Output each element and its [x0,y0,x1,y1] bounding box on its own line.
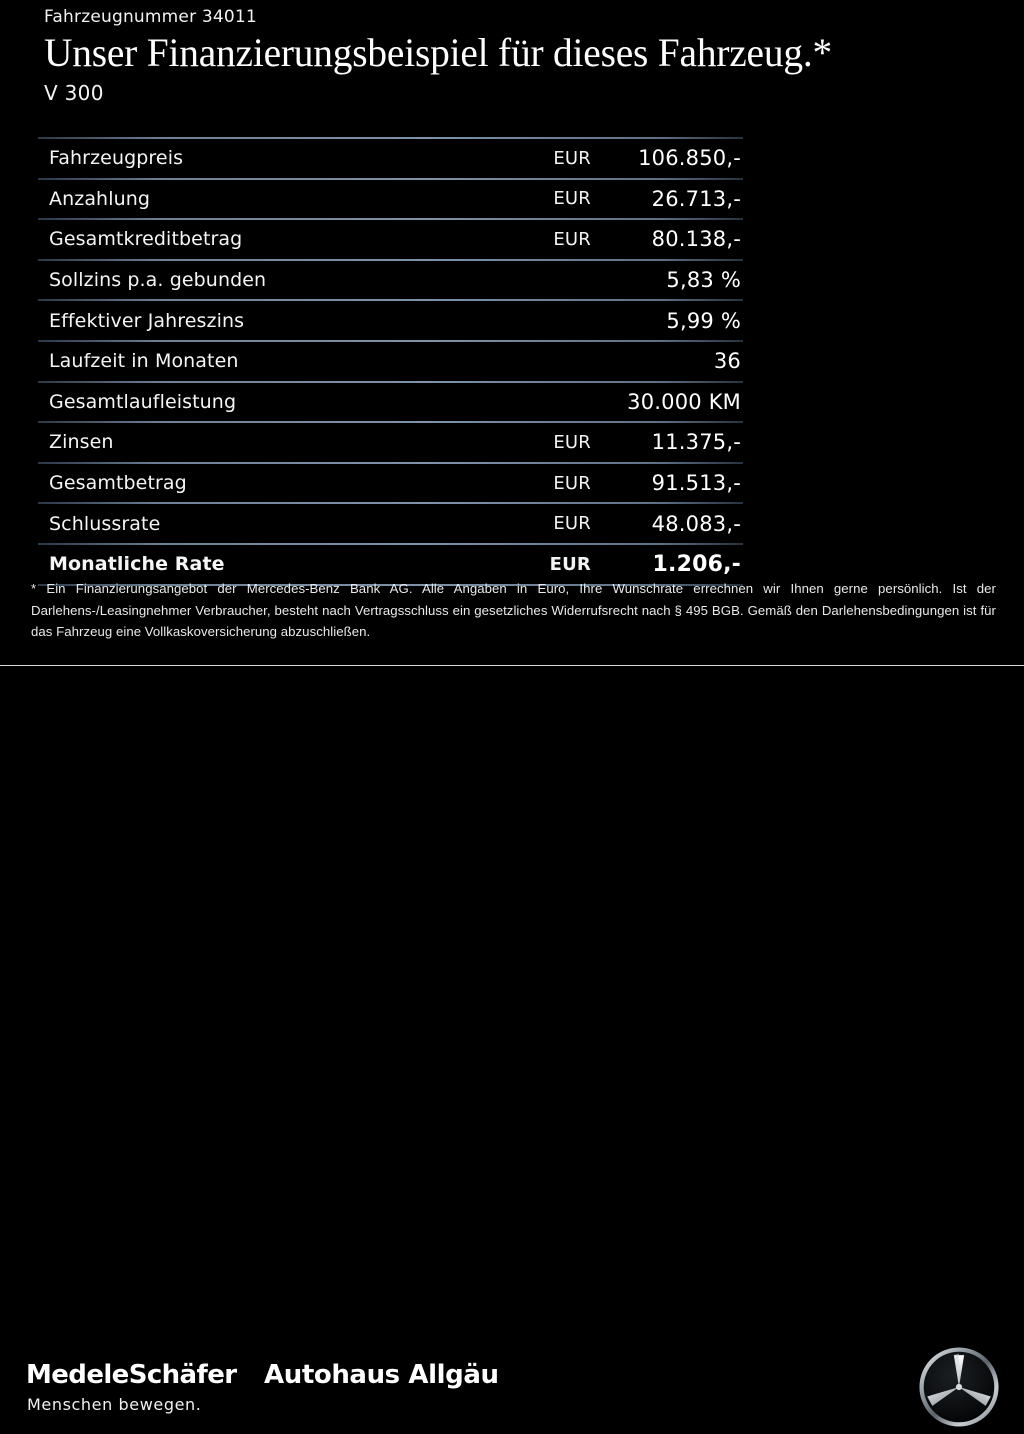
row-value: 1.206,- [652,551,741,577]
row-label: Schlussrate [49,512,161,535]
table-row: Schlussrate EUR 48.083,- [38,502,743,543]
row-currency: EUR [553,228,591,250]
vehicle-model: V 300 [44,81,104,106]
row-label: Effektiver Jahreszins [49,309,245,332]
row-value: 80.138,- [651,227,741,252]
row-currency: EUR [553,431,591,453]
finance-example-page: Fahrzeugnummer 34011 Unser Finanzierungs… [0,6,1024,1427]
row-currency: EUR [553,147,591,169]
footer-divider [0,665,1024,666]
table-row: Fahrzeugpreis EUR 106.850,- [38,137,743,178]
row-label: Gesamtlaufleistung [49,390,237,413]
mercedes-benz-star-icon [916,1344,1002,1430]
table-row: Gesamtbetrag EUR 91.513,- [38,461,743,503]
row-value: 30.000 KM [627,389,741,414]
row-label: Gesamtbetrag [49,472,187,495]
row-label: Fahrzeugpreis [49,147,184,170]
row-value: 48.083,- [651,511,741,536]
footer: MedeleSchäfer Menschen bewegen. Autohaus… [0,666,1024,1427]
table-row: Laufzeit in Monaten 36 [38,339,743,381]
row-value: 36 [713,349,741,374]
row-value: 26.713,- [651,186,741,211]
table-row: Anzahlung EUR 26.713,- [38,177,743,219]
table-row: Effektiver Jahreszins 5,99 % [38,299,743,340]
row-label: Laufzeit in Monaten [49,350,239,373]
table-row: Gesamtkreditbetrag EUR 80.138,- [38,218,743,259]
row-value: 5,99 % [666,308,741,333]
row-currency: EUR [553,188,591,210]
dealer-name: MedeleSchäfer [26,1360,237,1390]
row-label: Monatliche Rate [49,553,225,576]
header: Fahrzeugnummer 34011 Unser Finanzierungs… [44,6,994,106]
page-title: Unser Finanzierungsbeispiel für dieses F… [44,30,832,76]
vehicle-number: Fahrzeugnummer 34011 [44,7,257,27]
table-row: Monatliche Rate EUR 1.206,- [38,542,743,586]
table-row: Gesamtlaufleistung 30.000 KM [38,380,743,422]
dealer-logo-medeleschaefer: MedeleSchäfer Menschen bewegen. [26,1360,237,1416]
row-label: Zinsen [49,431,114,454]
row-currency: EUR [553,472,591,494]
footnote-disclaimer: * Ein Finanzierungsangebot der Mercedes-… [31,581,996,639]
row-value: 91.513,- [651,471,741,496]
financing-table: Fahrzeugpreis EUR 106.850,- Anzahlung EUR 26.… [38,137,743,586]
dealer-tagline: Menschen bewegen. [27,1395,202,1414]
table-row: Zinsen EUR 11.375,- [38,421,743,462]
row-value: 106.850,- [638,146,741,171]
row-label: Gesamtkreditbetrag [49,228,243,251]
row-currency: EUR [553,513,591,535]
row-value: 11.375,- [651,430,741,455]
row-label: Sollzins p.a. gebunden [49,269,267,292]
row-value: 5,83 % [666,268,741,293]
dealer-logo-autohaus-allgaeu: Autohaus Allgäu [264,1360,499,1390]
table-row: Sollzins p.a. gebunden 5,83 % [38,258,743,300]
row-label: Anzahlung [49,187,151,210]
row-currency: EUR [549,553,591,575]
